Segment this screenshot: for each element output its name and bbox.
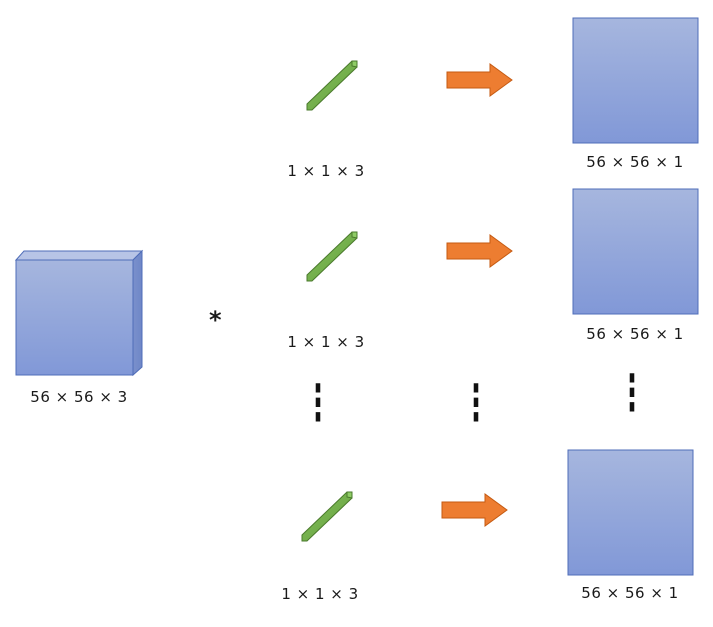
output-map-1-label: 56 × 56 × 1 — [586, 153, 684, 171]
filter-kernel-2-label: 1 × 1 × 3 — [287, 333, 365, 351]
input-volume-label: 56 × 56 × 3 — [30, 388, 128, 406]
output-map-2 — [572, 188, 699, 315]
input-volume — [14, 249, 144, 377]
arrows-ellipsis: ⋮ — [463, 376, 489, 433]
filter-kernel-3-label: 1 × 1 × 3 — [281, 585, 359, 603]
filter-kernel-1 — [306, 60, 358, 111]
arrow-2 — [446, 234, 513, 268]
arrow-1 — [446, 63, 513, 97]
output-map-1 — [572, 17, 699, 144]
output-map-2-label: 56 × 56 × 1 — [586, 325, 684, 343]
outputs-ellipsis: ⋮ — [619, 366, 645, 423]
input-volume-front-face — [15, 259, 134, 376]
filter-kernel-1-label: 1 × 1 × 3 — [287, 162, 365, 180]
input-volume-side-face — [132, 249, 143, 377]
output-map-3-label: 56 × 56 × 1 — [581, 584, 679, 602]
arrow-3 — [441, 493, 508, 527]
filter-kernel-3 — [301, 491, 353, 542]
convolution-operator: * — [209, 306, 222, 334]
input-volume-top-face — [14, 250, 144, 261]
filter-kernel-2 — [306, 231, 358, 282]
filters-ellipsis: ⋮ — [305, 376, 331, 433]
output-map-3 — [567, 449, 694, 576]
